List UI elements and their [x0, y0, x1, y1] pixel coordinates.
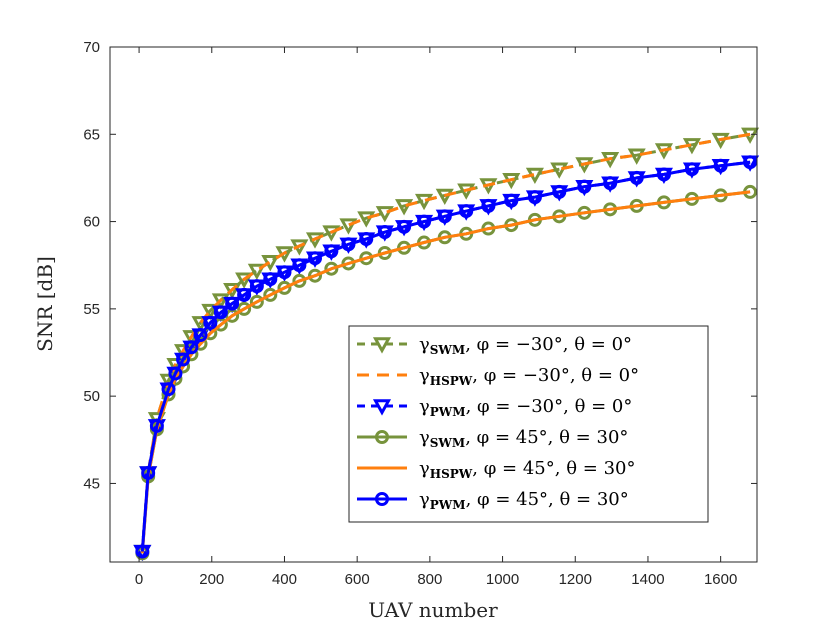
data-point	[359, 251, 374, 266]
series-4	[140, 190, 751, 554]
data-point	[161, 382, 176, 397]
data-point	[263, 272, 278, 287]
data-point	[684, 162, 699, 177]
data-point	[193, 328, 208, 343]
data-point	[324, 244, 339, 259]
x-tick-label: 1000	[486, 571, 519, 588]
data-point	[247, 263, 266, 281]
series-line	[140, 190, 751, 554]
x-tick-label: 800	[417, 571, 442, 588]
data-point	[308, 251, 323, 266]
data-point	[135, 544, 150, 559]
x-tick-label: 400	[272, 571, 297, 588]
legend-box	[348, 325, 709, 523]
data-point	[322, 225, 341, 242]
legend-entry: γPWM, φ = 45°, θ = 30°	[357, 489, 629, 512]
y-tick-label: 60	[83, 214, 100, 231]
legend-label: γPWM, φ = −30°, θ = 0°	[419, 396, 632, 419]
legend-entry: γPWM, φ = −30°, θ = 0°	[357, 396, 632, 419]
legend-label: γSWM, φ = 45°, θ = 30°	[419, 427, 628, 450]
data-point	[417, 214, 432, 229]
plot-frame	[109, 46, 758, 563]
data-point	[237, 301, 252, 316]
series-line	[140, 132, 751, 552]
data-point	[527, 190, 542, 205]
data-point	[225, 296, 240, 311]
legend-entry: γHSPW, φ = −30°, θ = 0°	[357, 365, 639, 388]
data-point	[235, 272, 254, 289]
data-point	[359, 232, 374, 247]
legend-label: γPWM, φ = 45°, θ = 30°	[419, 489, 629, 512]
data-point	[552, 184, 567, 199]
legend: γSWM, φ = −30°, θ = 0° γHSPW, φ = −30°, θ…	[348, 325, 709, 523]
legend-marker	[372, 337, 392, 354]
data-point	[375, 206, 394, 223]
y-axis-title: SNR [dB]	[33, 256, 57, 352]
data-point	[249, 294, 264, 309]
series-1	[140, 132, 751, 552]
data-point	[341, 237, 356, 252]
data-point	[627, 148, 646, 165]
data-point	[459, 204, 474, 219]
data-point	[308, 268, 323, 283]
data-point	[743, 155, 758, 170]
data-point	[481, 198, 496, 213]
data-point	[504, 193, 519, 208]
series-5	[135, 155, 758, 559]
data-point	[377, 225, 392, 240]
y-tick-label: 45	[83, 475, 100, 492]
legend-marker	[375, 430, 389, 444]
data-point	[176, 352, 191, 367]
data-point	[249, 279, 264, 294]
x-tick-label: 1400	[631, 571, 664, 588]
data-point	[168, 366, 183, 381]
y-tick-label: 70	[83, 39, 100, 56]
legend-entry: γSWM, φ = −30°, θ = 0°	[357, 334, 632, 357]
data-point	[184, 340, 199, 355]
data-point	[213, 305, 228, 320]
x-axis-title: UAV number	[368, 598, 498, 622]
data-point	[277, 265, 292, 280]
data-point	[603, 176, 618, 191]
data-point	[237, 287, 252, 302]
data-point	[211, 293, 230, 310]
legend-label: γHSPW, φ = −30°, θ = 0°	[419, 365, 639, 388]
data-point	[339, 218, 358, 235]
y-tick-label: 65	[83, 126, 100, 143]
data-point	[292, 273, 307, 288]
data-point	[324, 261, 339, 276]
y-tick-label: 55	[83, 301, 100, 318]
data-point	[341, 256, 356, 271]
x-tick-label: 200	[199, 571, 224, 588]
y-tick-label: 50	[83, 388, 100, 405]
legend-marker	[372, 399, 392, 416]
data-point	[149, 418, 164, 433]
data-point	[203, 315, 218, 330]
legend-marker	[375, 492, 389, 506]
data-point	[201, 303, 220, 321]
x-tick-label: 1600	[704, 571, 737, 588]
legend-label: γHSPW, φ = 45°, θ = 30°	[419, 458, 635, 481]
x-tick-label: 0	[135, 571, 143, 588]
data-point	[629, 170, 644, 185]
series-layer	[133, 127, 760, 562]
data-point	[263, 287, 278, 302]
x-tick-label: 600	[345, 571, 370, 588]
data-point	[713, 158, 728, 173]
data-point	[223, 282, 242, 300]
y-axis: 45 50 55 60 65 70	[83, 39, 757, 492]
data-point	[397, 219, 412, 234]
data-point	[141, 465, 156, 480]
legend-label: γSWM, φ = −30°, θ = 0°	[419, 334, 632, 357]
data-point	[437, 209, 452, 224]
data-point	[277, 280, 292, 295]
data-point	[656, 167, 671, 182]
data-point	[292, 258, 307, 273]
x-axis: 0 200 400 600 800 1000 1200 1400 1600	[135, 47, 737, 588]
legend-entry: γHSPW, φ = 45°, θ = 30°	[357, 458, 635, 481]
x-tick-label: 1200	[559, 571, 592, 588]
legend-entry: γSWM, φ = 45°, θ = 30°	[357, 427, 628, 450]
data-point	[577, 179, 592, 194]
